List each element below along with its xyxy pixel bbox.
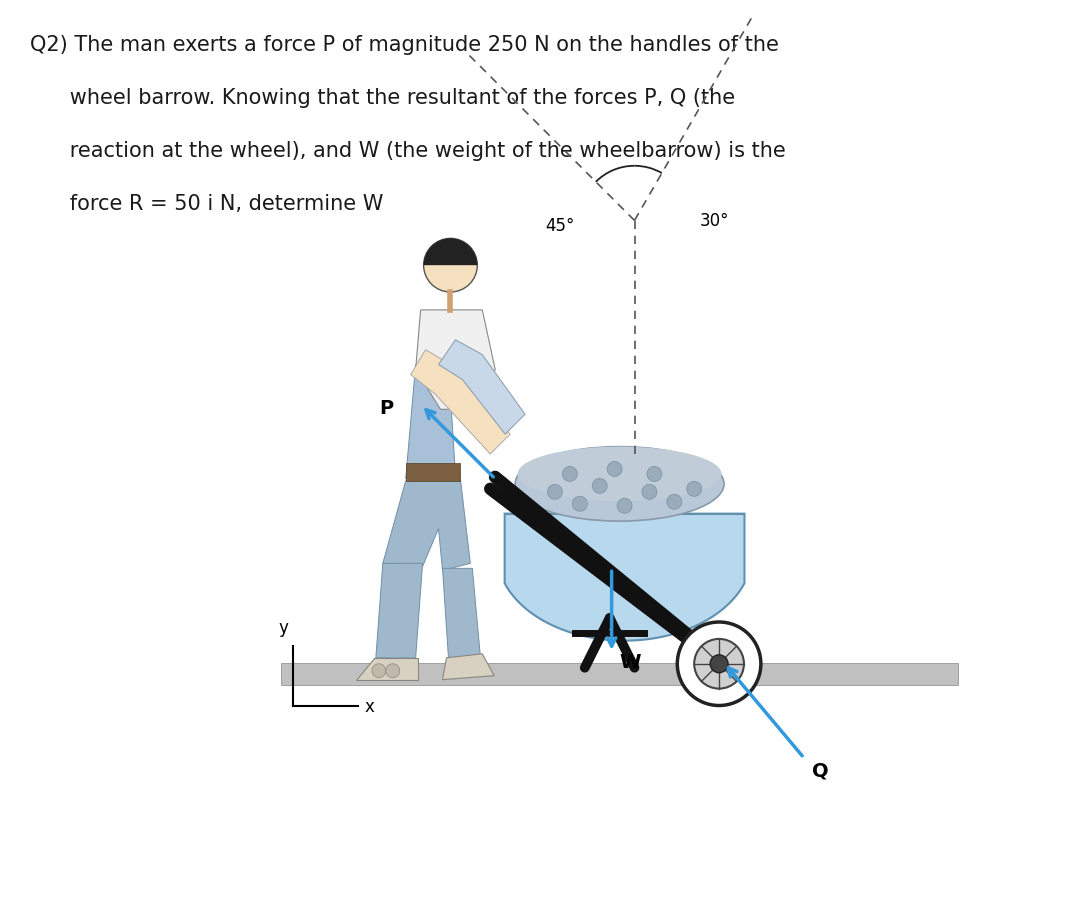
- Bar: [406, 463, 460, 482]
- Circle shape: [386, 664, 400, 678]
- Circle shape: [548, 485, 563, 500]
- Text: Q2) The man exerts a force P of magnitude 250 N on the handles of the: Q2) The man exerts a force P of magnitud…: [29, 35, 779, 55]
- Text: force R = 50 i N, determine W: force R = 50 i N, determine W: [29, 194, 383, 213]
- Text: x: x: [365, 697, 375, 715]
- Circle shape: [647, 467, 662, 482]
- Text: wheel barrow. Knowing that the resultant of the forces P, Q (the: wheel barrow. Knowing that the resultant…: [29, 87, 734, 108]
- Circle shape: [617, 499, 632, 514]
- Circle shape: [694, 640, 744, 689]
- Polygon shape: [443, 654, 495, 680]
- Ellipse shape: [515, 448, 724, 522]
- Polygon shape: [382, 480, 471, 571]
- Polygon shape: [406, 365, 456, 480]
- Wedge shape: [423, 239, 477, 266]
- Polygon shape: [416, 311, 496, 410]
- Polygon shape: [376, 563, 422, 658]
- Circle shape: [687, 482, 702, 497]
- Circle shape: [592, 479, 607, 494]
- Text: W: W: [620, 652, 642, 671]
- Circle shape: [711, 655, 728, 673]
- Circle shape: [642, 485, 657, 500]
- Text: 30°: 30°: [700, 212, 729, 230]
- Polygon shape: [356, 658, 418, 680]
- Text: y: y: [279, 618, 288, 636]
- Polygon shape: [438, 340, 525, 435]
- Circle shape: [372, 664, 386, 678]
- Circle shape: [572, 497, 588, 512]
- Polygon shape: [443, 569, 481, 658]
- Ellipse shape: [517, 448, 721, 502]
- Circle shape: [666, 494, 681, 510]
- Text: P: P: [379, 399, 393, 417]
- Circle shape: [607, 462, 622, 477]
- Text: Q: Q: [812, 761, 828, 780]
- Text: reaction at the wheel), and W (the weight of the wheelbarrow) is the: reaction at the wheel), and W (the weigh…: [29, 141, 785, 161]
- Bar: [281, 663, 958, 685]
- Circle shape: [563, 467, 578, 482]
- Circle shape: [677, 622, 760, 706]
- Polygon shape: [504, 514, 744, 641]
- Text: 45°: 45°: [545, 217, 575, 235]
- Circle shape: [423, 239, 477, 292]
- Polygon shape: [410, 350, 510, 455]
